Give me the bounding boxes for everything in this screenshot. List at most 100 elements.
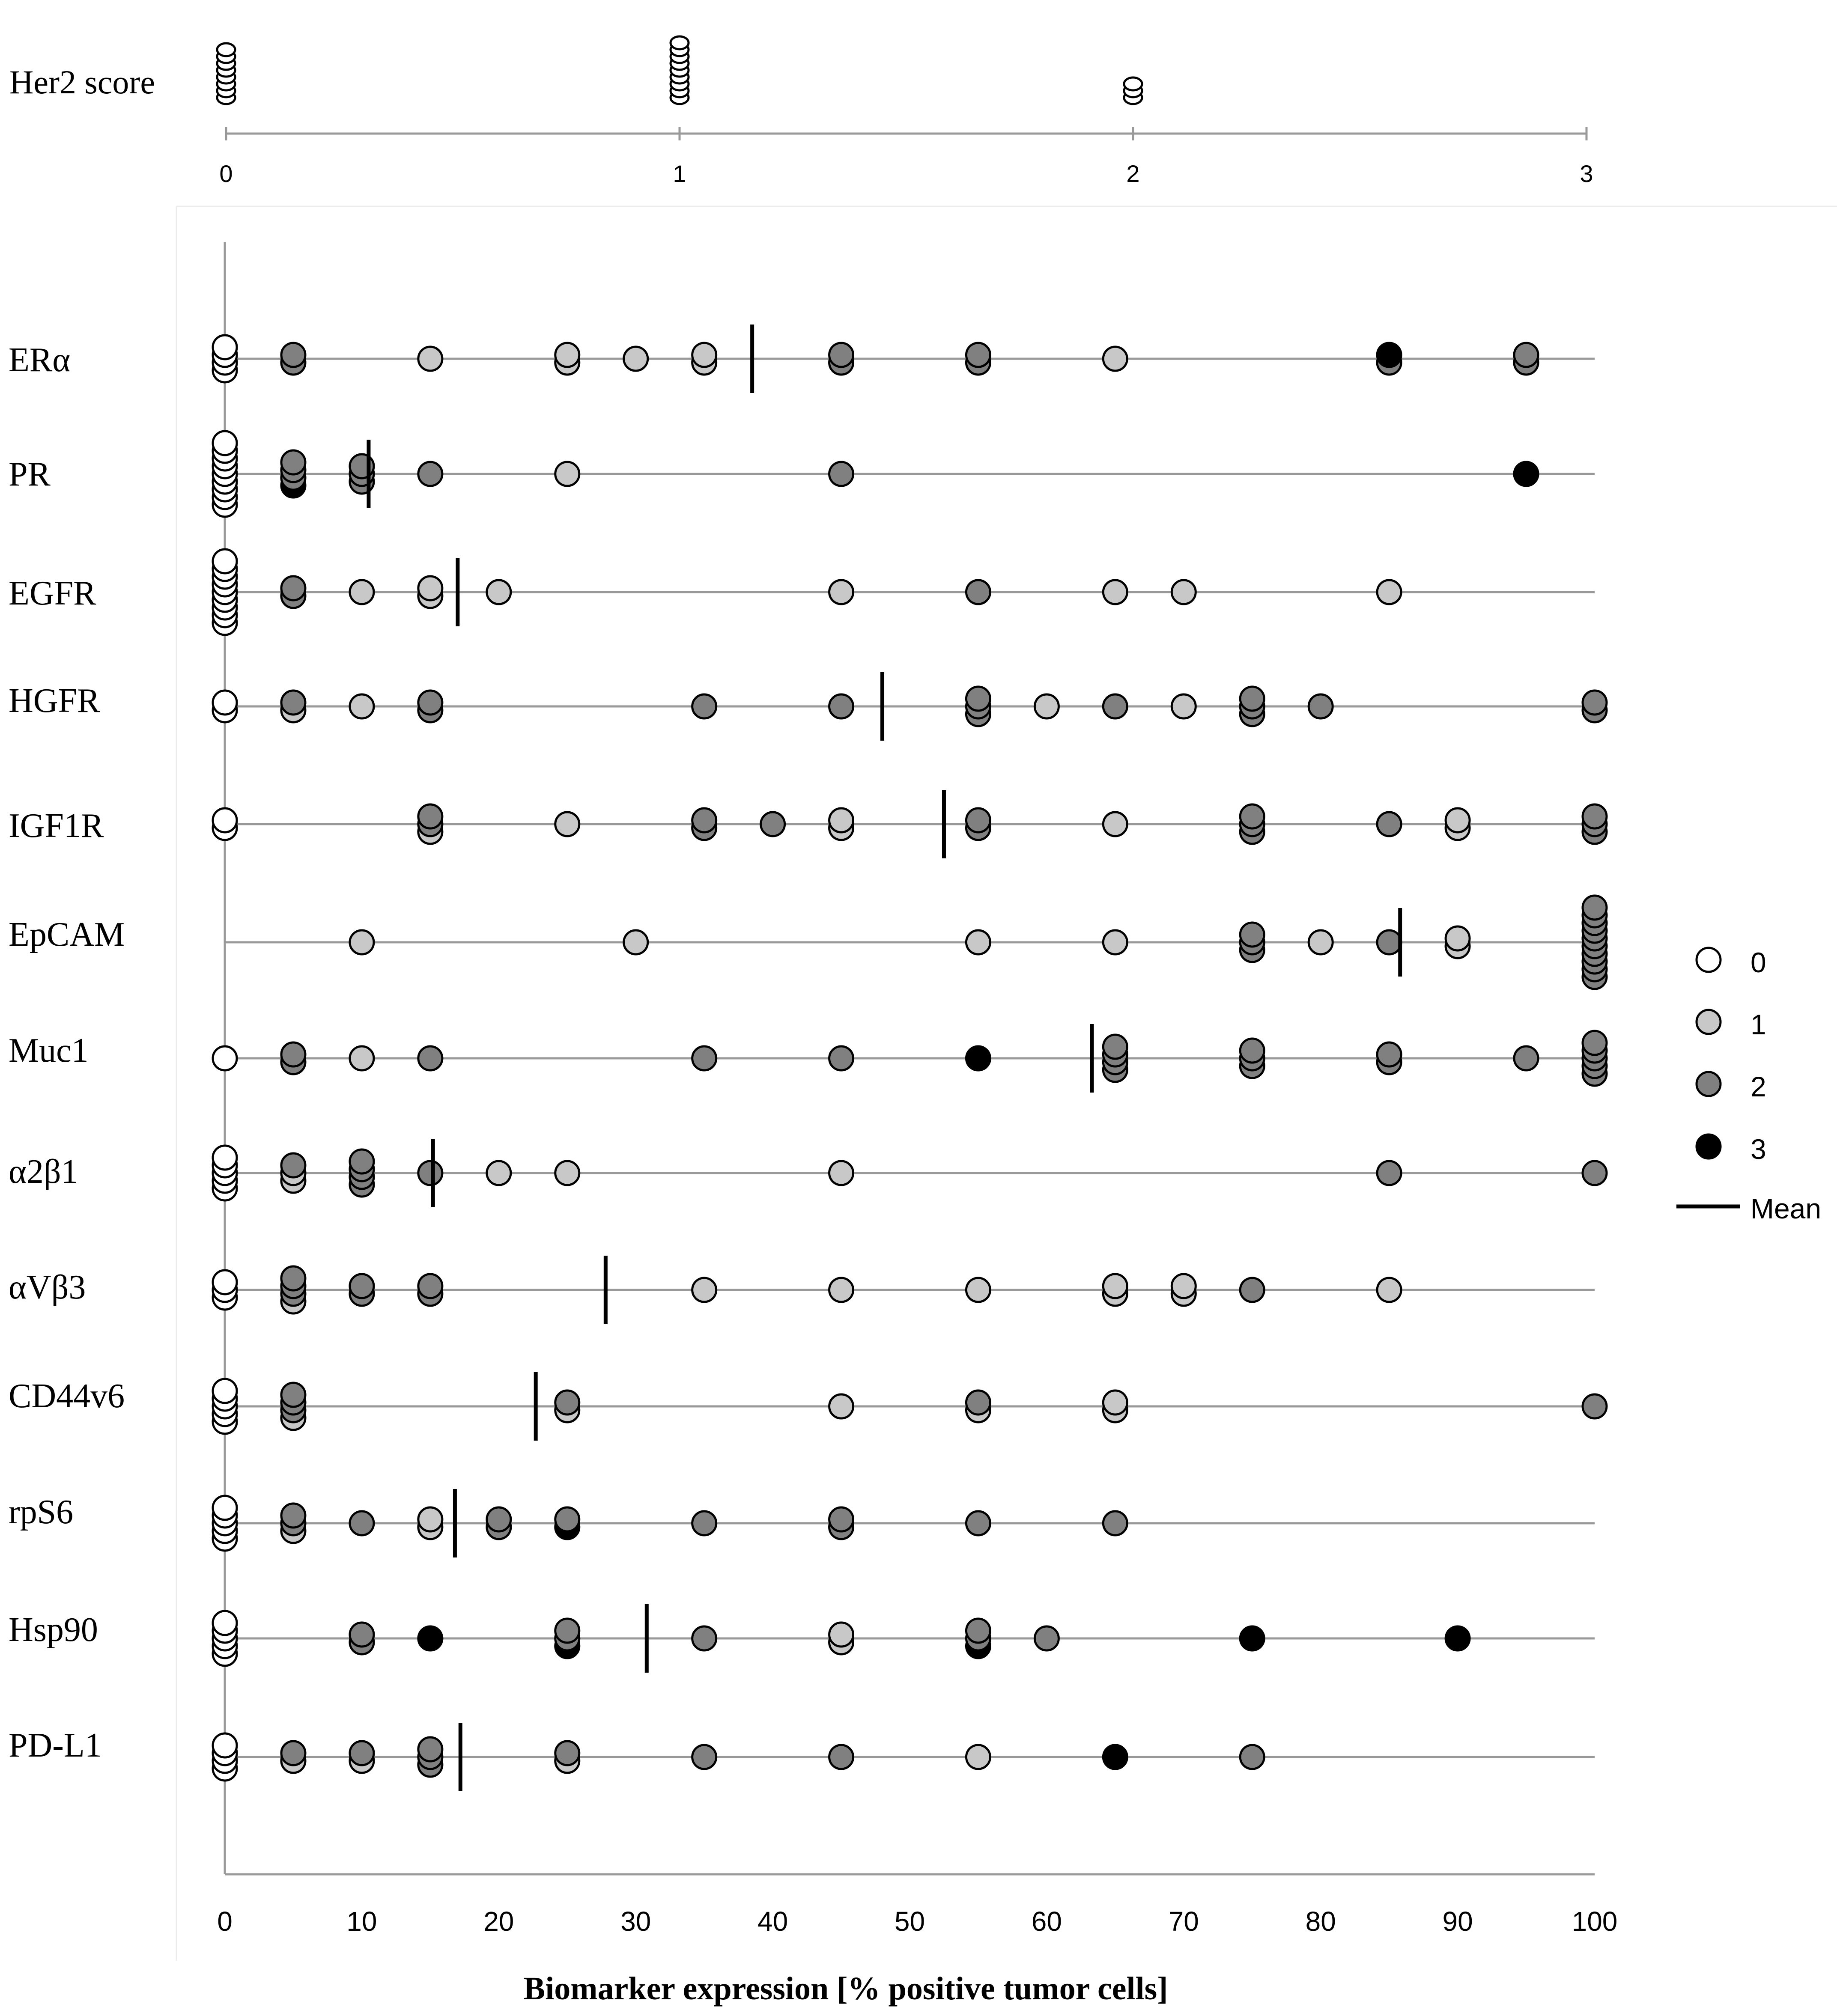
row-label: αVβ3	[9, 1269, 86, 1306]
data-point	[1239, 1277, 1265, 1303]
legend-label: 1	[1751, 1009, 1766, 1040]
data-point	[828, 1506, 855, 1533]
her2-point	[669, 35, 690, 51]
biomarker-row: PR	[9, 430, 1595, 518]
biomarker-row: α2β1	[9, 1139, 1608, 1207]
her2-panel: Her2 score 0 1 2 3	[9, 35, 1593, 187]
data-point	[828, 1744, 855, 1770]
data-point	[280, 1502, 307, 1529]
data-point	[349, 579, 375, 605]
her2-tick-label: 0	[219, 160, 233, 187]
data-point	[691, 693, 718, 720]
data-point	[828, 579, 855, 605]
data-point	[691, 1510, 718, 1537]
data-point	[554, 1506, 581, 1533]
data-point	[1444, 807, 1471, 834]
data-point	[828, 807, 855, 834]
data-point	[417, 1736, 444, 1763]
data-point	[280, 449, 307, 476]
data-point	[417, 461, 444, 487]
data-point	[280, 342, 307, 368]
her2-points	[216, 35, 1143, 105]
data-point	[1513, 342, 1539, 368]
data-point	[486, 1506, 512, 1533]
row-label: Hsp90	[9, 1611, 98, 1649]
data-point	[828, 1045, 855, 1072]
data-point	[554, 461, 581, 487]
x-tick-label: 40	[757, 1906, 788, 1937]
data-point	[1376, 1041, 1402, 1068]
x-tick-label: 80	[1306, 1906, 1336, 1937]
row-label: EGFR	[9, 575, 96, 612]
data-point	[691, 1744, 718, 1770]
row-label: CD44v6	[9, 1377, 125, 1415]
data-point	[212, 430, 238, 456]
data-point	[1102, 1273, 1128, 1299]
row-label: HGFR	[9, 682, 100, 720]
x-axis-label: Biomarker expression [% positive tumor c…	[523, 1971, 1168, 2007]
data-point	[691, 1045, 718, 1072]
data-point	[1102, 929, 1128, 956]
data-point	[554, 1617, 581, 1644]
data-point	[965, 1045, 991, 1072]
x-tick-label: 10	[346, 1906, 377, 1937]
biomarker-row: EpCAM	[9, 894, 1608, 990]
data-point	[280, 1382, 307, 1408]
data-point	[691, 342, 718, 368]
data-point	[691, 1625, 718, 1652]
legend-label: 3	[1751, 1133, 1766, 1165]
biomarker-row: rpS6	[9, 1489, 1595, 1557]
data-point	[828, 1621, 855, 1648]
data-point	[417, 689, 444, 716]
biomarker-row: IGF1R	[9, 790, 1608, 858]
row-label: ERα	[9, 341, 70, 379]
x-tick-label: 70	[1169, 1906, 1199, 1937]
data-point	[1581, 689, 1608, 716]
data-point	[623, 345, 649, 372]
data-point	[965, 807, 991, 834]
data-point	[554, 811, 581, 837]
data-point	[760, 811, 786, 837]
data-point	[1581, 1160, 1608, 1186]
data-point	[417, 1045, 444, 1072]
legend-swatch	[1695, 1071, 1722, 1097]
legend: 0 1 2 3 Mean	[1676, 947, 1821, 1224]
data-point	[554, 342, 581, 368]
row-label: α2β1	[9, 1153, 78, 1191]
data-point	[1170, 693, 1197, 720]
data-point	[828, 1393, 855, 1420]
legend-mean-label: Mean	[1751, 1193, 1821, 1224]
data-point	[1239, 1744, 1265, 1770]
data-point	[1513, 1045, 1539, 1072]
her2-point	[1123, 76, 1143, 92]
data-point	[1239, 921, 1265, 948]
data-point	[828, 693, 855, 720]
x-tick-labels: 0 10 20 30 40 50 60 70 80 90 100	[217, 1906, 1617, 1937]
biomarker-row: Muc1	[9, 1024, 1608, 1093]
data-point	[417, 1625, 444, 1652]
data-point	[1102, 1389, 1128, 1416]
x-tick-label: 90	[1443, 1906, 1473, 1937]
her2-tick-label: 3	[1580, 160, 1593, 187]
data-point	[1170, 579, 1197, 605]
biomarker-row: EGFR	[9, 548, 1595, 636]
data-point	[1239, 685, 1265, 712]
data-point	[554, 1389, 581, 1416]
data-point	[212, 807, 238, 834]
biomarker-row: Hsp90	[9, 1604, 1595, 1673]
biomarker-row: PD-L1	[9, 1723, 1595, 1791]
data-point	[212, 1610, 238, 1636]
data-point	[965, 1617, 991, 1644]
data-point	[965, 929, 991, 956]
data-point	[1170, 1273, 1197, 1299]
legend-swatch	[1695, 1133, 1722, 1160]
data-point	[417, 575, 444, 602]
data-point	[486, 579, 512, 605]
legend-swatch	[1695, 1009, 1722, 1035]
data-point	[1102, 579, 1128, 605]
x-tick-label: 100	[1572, 1906, 1618, 1937]
data-point	[691, 807, 718, 834]
data-point	[280, 1740, 307, 1766]
row-label: Muc1	[9, 1032, 89, 1069]
data-point	[1376, 811, 1402, 837]
